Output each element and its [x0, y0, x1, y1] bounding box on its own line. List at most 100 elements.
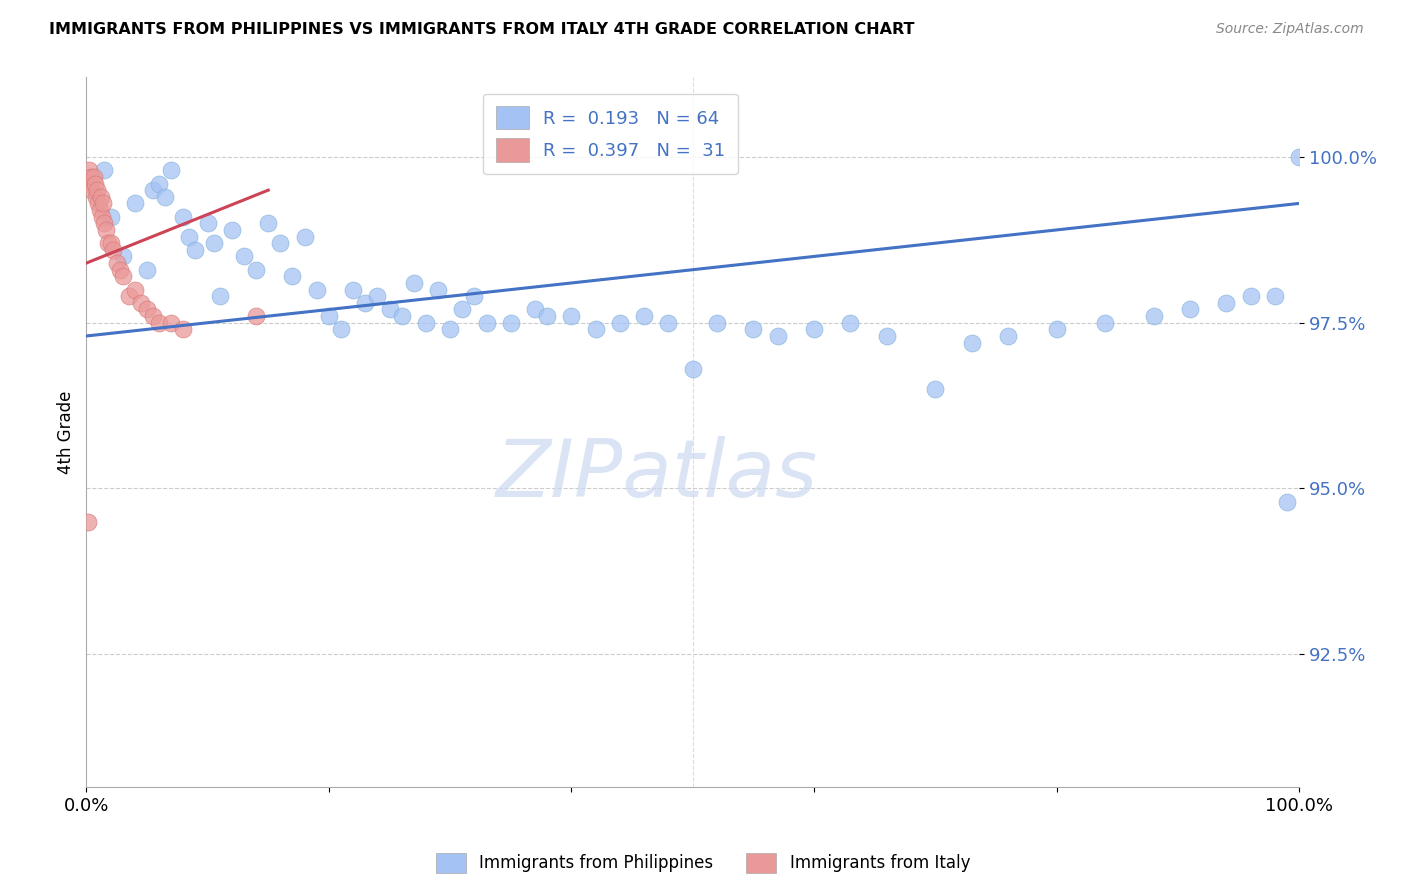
Point [87, 196, 110, 211]
Point [105, 256, 128, 270]
Point [633, 309, 655, 323]
Point [80, 169, 103, 184]
Point [318, 309, 340, 323]
Point [97, 236, 120, 251]
Point [706, 316, 728, 330]
Point [124, 196, 146, 211]
Point [585, 322, 607, 336]
Point [129, 296, 152, 310]
Point [1094, 316, 1116, 330]
Point [1240, 289, 1263, 303]
Point [657, 316, 679, 330]
Point [110, 262, 132, 277]
Text: ZIPatlas: ZIPatlas [495, 435, 817, 514]
Point [451, 302, 474, 317]
Point [269, 236, 291, 251]
Point [803, 322, 825, 336]
Point [184, 243, 207, 257]
Point [172, 322, 194, 336]
Point [1143, 309, 1166, 323]
Point [208, 289, 231, 303]
Legend: R =  0.193   N = 64, R =  0.397   N =  31: R = 0.193 N = 64, R = 0.397 N = 31 [484, 94, 738, 174]
Point [391, 309, 413, 323]
Point [101, 243, 124, 257]
Point [1275, 495, 1298, 509]
Point [221, 223, 243, 237]
Point [100, 210, 122, 224]
Point [876, 329, 898, 343]
Point [439, 322, 461, 336]
Point [378, 302, 401, 317]
Point [79, 177, 101, 191]
Point [524, 302, 547, 317]
Text: Source: ZipAtlas.com: Source: ZipAtlas.com [1216, 22, 1364, 37]
Point [84, 190, 107, 204]
Point [354, 296, 377, 310]
Point [86, 183, 108, 197]
Point [1264, 289, 1286, 303]
Point [148, 177, 170, 191]
Point [1178, 302, 1201, 317]
Point [536, 309, 558, 323]
Point [83, 177, 105, 191]
Point [136, 302, 159, 317]
Point [100, 236, 122, 251]
Point [111, 249, 134, 263]
Point [294, 229, 316, 244]
Point [160, 316, 183, 330]
Point [257, 216, 280, 230]
Point [839, 316, 862, 330]
Point [766, 329, 789, 343]
Point [77, 163, 100, 178]
Point [924, 382, 946, 396]
Point [427, 283, 450, 297]
Point [93, 163, 115, 178]
Point [82, 183, 104, 197]
Point [281, 269, 304, 284]
Point [172, 210, 194, 224]
Point [1046, 322, 1069, 336]
Point [77, 515, 100, 529]
Point [118, 289, 141, 303]
Point [415, 316, 437, 330]
Point [111, 269, 134, 284]
Point [682, 362, 704, 376]
Point [475, 316, 498, 330]
Point [91, 196, 114, 211]
Point [142, 309, 165, 323]
Point [94, 223, 117, 237]
Point [1288, 150, 1310, 164]
Point [742, 322, 765, 336]
Point [179, 229, 201, 244]
Point [463, 289, 485, 303]
Point [124, 283, 146, 297]
Point [90, 190, 112, 204]
Point [305, 283, 328, 297]
Point [202, 236, 225, 251]
Point [366, 289, 388, 303]
Point [160, 163, 183, 178]
Point [997, 329, 1019, 343]
Point [142, 183, 165, 197]
Point [233, 249, 256, 263]
Point [560, 309, 582, 323]
Point [499, 316, 522, 330]
Point [197, 216, 219, 230]
Point [91, 210, 114, 224]
Point [148, 316, 170, 330]
Point [153, 190, 176, 204]
Point [1215, 296, 1237, 310]
Point [330, 322, 353, 336]
Point [402, 276, 425, 290]
Point [83, 169, 105, 184]
Point [609, 316, 631, 330]
Text: IMMIGRANTS FROM PHILIPPINES VS IMMIGRANTS FROM ITALY 4TH GRADE CORRELATION CHART: IMMIGRANTS FROM PHILIPPINES VS IMMIGRANT… [49, 22, 915, 37]
Point [245, 262, 267, 277]
Point [136, 262, 159, 277]
Y-axis label: 4th Grade: 4th Grade [58, 391, 75, 474]
Legend: Immigrants from Philippines, Immigrants from Italy: Immigrants from Philippines, Immigrants … [429, 847, 977, 880]
Point [960, 335, 983, 350]
Point [342, 283, 364, 297]
Point [89, 202, 111, 217]
Point [93, 216, 115, 230]
